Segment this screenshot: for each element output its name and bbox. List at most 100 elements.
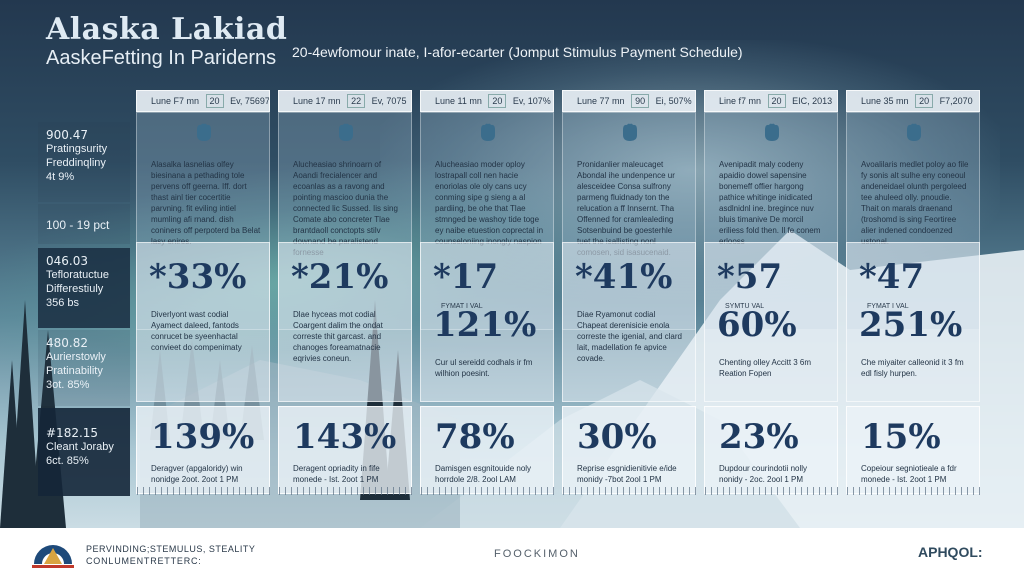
column-header: Lune F7 mn 20 Ev, 75697	[136, 90, 270, 112]
left-stat-line: Pratinability	[46, 365, 103, 377]
left-stat-value: #182.15	[46, 426, 99, 440]
header-date: Lune 77 mn	[577, 96, 625, 106]
left-stat-2: 100 - 19 pct	[38, 204, 130, 244]
summary-description: Damisgen esgnitouide noly horrdole 2/8. …	[435, 464, 532, 484]
metric-percent: *17	[433, 257, 499, 297]
left-stat-line: 4t 9%	[46, 171, 75, 183]
fist-icon	[765, 123, 779, 141]
fist-icon	[339, 123, 353, 141]
column-summary-panel: 139% Deragver (apgaloridy) win nonidge 2…	[136, 406, 271, 495]
left-stat-1: 900.47 Pratingsurity Freddinqliny 4t 9%	[38, 122, 130, 202]
left-stat-line: 6ct. 85%	[46, 455, 89, 467]
left-stat-line: Cleant Joraby	[46, 441, 114, 453]
metric-description: Diverlyont wast codial Ayamect daleed, f…	[151, 310, 242, 352]
left-stat-value: 100 - 19 pct	[46, 218, 110, 232]
left-stat-line: Differestiuly	[46, 283, 104, 295]
summary-percent: 15%	[861, 417, 941, 457]
column-summary-panel: 23% Dupdour courindotii nolly nonidy - 2…	[704, 406, 839, 495]
column-header: Lune 11 mn 20 Ev, 107%	[420, 90, 554, 112]
tick-strip	[137, 487, 271, 495]
header-date: Lune 35 mn	[861, 96, 909, 106]
column-header: Line f7 mn 20 EIC, 2013	[704, 90, 838, 112]
schedule-column-6: Lune 35 mn 20 F7,2070 Avoalilaris medlet…	[846, 90, 981, 495]
left-stat-5: #182.15 Cleant Joraby 6ct. 85%	[38, 408, 130, 496]
metric-description: Che miyaiter calleonid it 3 fm edl fisly…	[861, 358, 964, 378]
header-day-box: 20	[488, 94, 507, 108]
tick-strip	[847, 487, 981, 495]
summary-percent: 143%	[293, 417, 397, 457]
column-header: Lune 17 mn 22 Ev, 7075	[278, 90, 412, 112]
left-stat-line: Pratingsurity	[46, 143, 108, 155]
metric-description: Chenting olley Accitt 3 6m Reation Fopen	[719, 358, 812, 378]
header-day-box: 20	[915, 94, 934, 108]
fist-icon	[481, 123, 495, 141]
header-code: F7,2070	[939, 96, 973, 106]
column-summary-panel: 15% Copeiour segniotieale a fdr monede -…	[846, 406, 981, 495]
header-code: EIC, 2013	[792, 96, 833, 106]
header-date: Lune 11 mn	[435, 96, 482, 106]
tick-strip	[705, 487, 839, 495]
fist-icon	[907, 123, 921, 141]
page-subtitle: AaskeFetting In Pariderns	[46, 47, 277, 69]
footer-org-line1: PERVINDING;STEMULUS, STEALITY	[86, 544, 256, 554]
column-metric-panel: *41% Diae Ryamonut codial Chapeat dereni…	[562, 242, 696, 402]
column-description: Alasalka lasnelias olfey biesinana a pet…	[151, 160, 261, 246]
left-stat-line: 3ot. 85%	[46, 379, 90, 391]
schedule-column-3: Lune 11 mn 20 Ev, 107% Alucheasiao moder…	[420, 90, 555, 495]
left-stat-value: 480.82	[46, 336, 88, 350]
column-description: Avoalilaris medlet poloy ao file fy soni…	[861, 160, 969, 246]
left-stat-value: 046.03	[46, 254, 88, 268]
header-day-box: 20	[767, 94, 786, 108]
column-description: Avenipadit maly codeny apaidio dowel sap…	[719, 160, 821, 246]
metric-label: SYMTU VAL	[725, 303, 765, 310]
summary-description: Deragent opriadity in fife monede - Ist.…	[293, 464, 380, 484]
header-code: Ei, 507%	[655, 96, 692, 106]
schedule-headline: 20-4ewfomour inate, I-afor-ecarter (Jomp…	[292, 44, 743, 60]
metric-percent-secondary: 60%	[717, 305, 797, 345]
summary-percent: 78%	[435, 417, 515, 457]
schedule-column-5: Line f7 mn 20 EIC, 2013 Avenipadit maly …	[704, 90, 839, 495]
fist-icon	[197, 123, 211, 141]
metric-label: FYMAT I VAL	[441, 303, 483, 310]
metric-percent: *21%	[291, 257, 389, 297]
left-stat-line: Tefloratuctue	[46, 269, 109, 281]
column-metric-panel: *57 SYMTU VAL 60% Chenting olley Accitt …	[704, 242, 838, 402]
header-date: Line f7 mn	[719, 96, 762, 106]
tick-strip	[421, 487, 555, 495]
footer-center-text: FOOCKIMON	[494, 548, 580, 560]
summary-percent: 23%	[719, 417, 799, 457]
metric-percent-secondary: 121%	[433, 305, 537, 345]
left-stat-line: 356 bs	[46, 297, 80, 309]
metric-percent: *41%	[575, 257, 673, 297]
column-metric-panel: *17 FYMAT I VAL 121% Cur ul sereidd codh…	[420, 242, 554, 402]
page-title: Alaska Lakiad	[46, 12, 288, 47]
left-stat-3: 046.03 Tefloratuctue Differestiuly 356 b…	[38, 248, 130, 328]
metric-label: FYMAT I VAL	[867, 303, 909, 310]
header-code: Ev, 107%	[512, 96, 551, 106]
header-code: Ev, 75697	[230, 96, 270, 106]
summary-description: Reprise esgnidienitivie e/ide monidy -7b…	[577, 464, 677, 484]
summary-percent: 30%	[577, 417, 657, 457]
column-summary-panel: 143% Deragent opriadity in fife monede -…	[278, 406, 413, 495]
left-stat-line: Freddinqliny	[46, 157, 106, 169]
schedule-column-2: Lune 17 mn 22 Ev, 7075 Alucheasiao shrin…	[278, 90, 413, 495]
metric-description: Cur ul sereidd codhals ir fm wilhion poe…	[435, 358, 533, 378]
schedule-column-4: Lune 77 mn 90 Ei, 507% Pronidanlier male…	[562, 90, 697, 495]
fist-icon	[623, 123, 637, 141]
summary-description: Copeiour segniotieale a fdr monede - Ist…	[861, 464, 957, 484]
summary-description: Dupdour courindotii nolly nonidy - 2oc. …	[719, 464, 808, 484]
footer-bar: PERVINDING;STEMULUS, STEALITY CONLUMENTR…	[0, 528, 1024, 576]
metric-percent: *33%	[149, 257, 247, 297]
header-code: Ev, 7075	[371, 96, 407, 106]
tick-strip	[279, 487, 413, 495]
metric-percent: *47	[859, 257, 925, 297]
left-stat-4: 480.82 Aurierstowly Pratinability 3ot. 8…	[38, 330, 130, 406]
metric-description: Dlae hyceas mot codial Coargent dalim th…	[293, 310, 383, 363]
schedule-column-1: Lune F7 mn 20 Ev, 75697 Alasalka lasneli…	[136, 90, 271, 495]
column-metric-panel: *21% Dlae hyceas mot codial Coargent dal…	[278, 242, 412, 402]
summary-description: Deragver (apgaloridy) win nonidge 2oot. …	[151, 464, 243, 484]
footer-brand: APHQOL:	[918, 544, 983, 560]
header-date: Lune 17 mn	[293, 96, 341, 106]
metric-description: Diae Ryamonut codial Chapeat derenisicie…	[577, 310, 682, 363]
header-day-box: 22	[347, 94, 366, 108]
